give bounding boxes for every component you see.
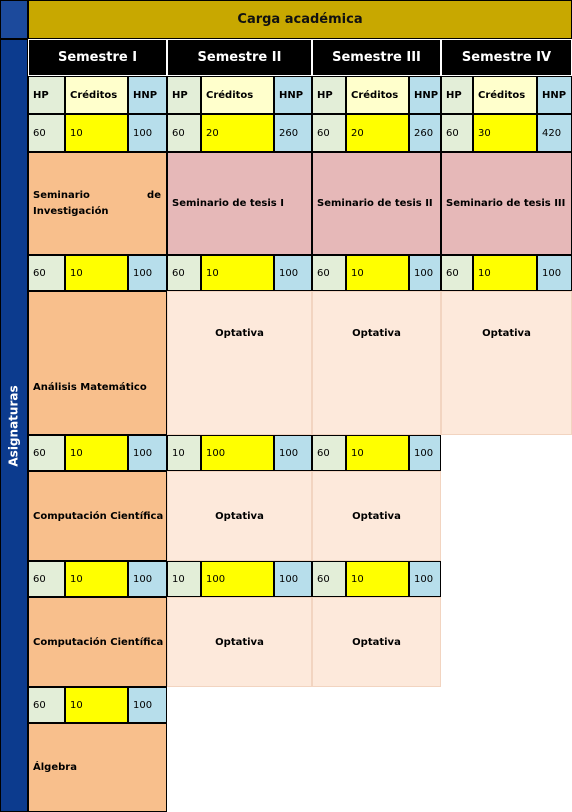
hnp-cell: 100	[409, 561, 441, 597]
hp-cell: 60	[167, 255, 201, 291]
corner-cell	[0, 0, 28, 39]
col-header-hp: HP	[28, 76, 65, 114]
optativa-cell: Optativa	[312, 597, 441, 687]
col-header-credits: Créditos	[201, 76, 274, 114]
credits-cell: 100	[201, 435, 274, 471]
total-credits: 30	[473, 114, 537, 152]
optativa-cell: Optativa	[312, 291, 441, 435]
col-header-hnp: HNP	[409, 76, 441, 114]
hp-cell: 10	[167, 561, 201, 597]
credits-cell: 10	[346, 561, 409, 597]
hnp-cell: 100	[128, 435, 167, 471]
hp-cell: 60	[28, 435, 65, 471]
table-title: Carga académica	[28, 0, 572, 39]
semester-header: Semestre III	[312, 39, 441, 76]
optativa-cell: Optativa	[167, 291, 312, 435]
optativa-cell: Optativa	[167, 597, 312, 687]
col-header-credits: Créditos	[473, 76, 537, 114]
semester-header: Semestre II	[167, 39, 312, 76]
subject-word: de	[147, 189, 161, 201]
side-label-asignaturas: Asignaturas	[0, 39, 28, 812]
credits-cell: 10	[65, 561, 128, 597]
hp-cell: 60	[28, 561, 65, 597]
hnp-cell: 100	[128, 255, 167, 291]
optativa-cell: Optativa	[441, 291, 572, 435]
side-label-text: Asignaturas	[7, 384, 21, 467]
credits-cell: 10	[65, 435, 128, 471]
subject-cell: Computación Científica	[28, 471, 167, 561]
col-header-hnp: HNP	[128, 76, 167, 114]
hnp-cell: 100	[128, 687, 167, 723]
optativa-cell: Optativa	[312, 471, 441, 561]
subject-cell: Seminario de Investigación	[28, 152, 167, 255]
subject-cell: Álgebra	[28, 723, 167, 812]
total-hp: 60	[28, 114, 65, 152]
hnp-cell: 100	[409, 435, 441, 471]
hnp-cell: 100	[128, 561, 167, 597]
subject-cell: Seminario de tesis II	[312, 152, 441, 255]
hp-cell: 60	[312, 435, 346, 471]
hp-cell: 60	[312, 255, 346, 291]
subject-cell: Análisis Matemático	[28, 291, 167, 435]
hp-cell: 60	[28, 255, 65, 291]
credits-cell: 10	[201, 255, 274, 291]
total-hnp: 100	[128, 114, 167, 152]
col-header-hnp: HNP	[537, 76, 572, 114]
col-header-hp: HP	[441, 76, 473, 114]
credits-cell: 10	[473, 255, 537, 291]
total-hnp: 420	[537, 114, 572, 152]
total-hp: 60	[167, 114, 201, 152]
hnp-cell: 100	[537, 255, 572, 291]
col-header-hp: HP	[167, 76, 201, 114]
hnp-cell: 100	[274, 435, 312, 471]
subject-word: Seminario	[33, 189, 90, 201]
total-hp: 60	[441, 114, 473, 152]
hp-cell: 60	[28, 687, 65, 723]
subject-cell: Seminario de tesis III	[441, 152, 572, 255]
subject-cell: Seminario de tesis I	[167, 152, 312, 255]
total-hp: 60	[312, 114, 346, 152]
credits-cell: 100	[201, 561, 274, 597]
hp-cell: 60	[441, 255, 473, 291]
credits-cell: 10	[65, 687, 128, 723]
col-header-credits: Créditos	[346, 76, 409, 114]
optativa-cell: Optativa	[167, 471, 312, 561]
subject-word: Investigación	[33, 205, 109, 217]
total-credits: 10	[65, 114, 128, 152]
col-header-hp: HP	[312, 76, 346, 114]
total-credits: 20	[346, 114, 409, 152]
total-hnp: 260	[274, 114, 312, 152]
subject-cell: Computación Científica	[28, 597, 167, 687]
col-header-credits: Créditos	[65, 76, 128, 114]
credits-cell: 10	[346, 435, 409, 471]
credits-cell: 10	[346, 255, 409, 291]
credits-cell: 10	[65, 255, 128, 291]
hnp-cell: 100	[274, 255, 312, 291]
hp-cell: 10	[167, 435, 201, 471]
semester-header: Semestre IV	[441, 39, 572, 76]
hnp-cell: 100	[274, 561, 312, 597]
hnp-cell: 100	[409, 255, 441, 291]
total-credits: 20	[201, 114, 274, 152]
semester-header: Semestre I	[28, 39, 167, 76]
total-hnp: 260	[409, 114, 441, 152]
hp-cell: 60	[312, 561, 346, 597]
col-header-hnp: HNP	[274, 76, 312, 114]
